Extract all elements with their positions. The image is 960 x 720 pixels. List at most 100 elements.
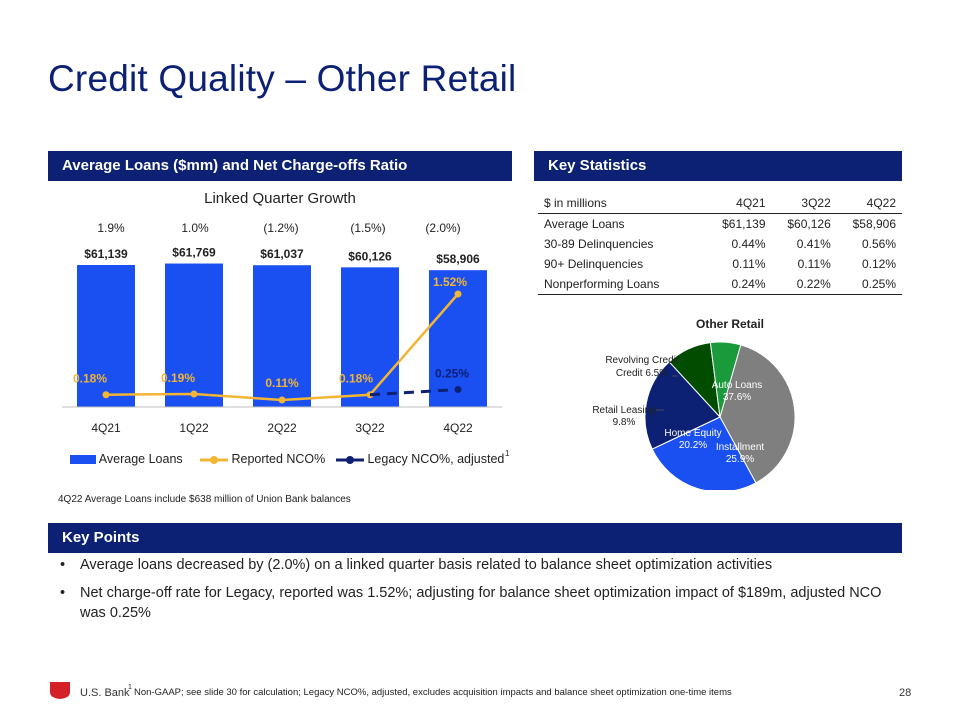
usbank-shield-icon	[50, 682, 70, 699]
legend-label: Legacy NCO%, adjusted	[367, 452, 505, 466]
pie-slice-label: Retail Leasing	[592, 405, 655, 416]
growth-label: 1.9%	[97, 221, 125, 235]
reported-nco-label: 1.52%	[433, 275, 467, 289]
x-tick-label: 2Q22	[267, 421, 297, 435]
table-cell: 0.22%	[771, 274, 837, 295]
reported-nco-label: 0.11%	[265, 376, 299, 390]
table-row: 90+ Delinquencies 0.11% 0.11% 0.12%	[538, 254, 902, 274]
growth-label: 1.0%	[181, 221, 209, 235]
table-row: 30-89 Delinquencies 0.44% 0.41% 0.56%	[538, 234, 902, 254]
table-cell: $58,906	[852, 217, 896, 231]
pie-slice	[719, 344, 796, 484]
table-cell: $61,139	[722, 217, 766, 231]
line-legacy-nco	[369, 387, 459, 397]
bar-value-label: $58,906	[436, 252, 480, 266]
row-label: 30-89 Delinquencies	[544, 237, 654, 251]
point-reported-nco	[454, 290, 462, 298]
bullet-icon: •	[60, 585, 66, 601]
legend-swatch	[70, 455, 96, 465]
pie-slice-value: Credit 6.5%	[616, 368, 668, 379]
x-tick-label: 4Q22	[443, 421, 473, 435]
bar-average-loans	[253, 265, 311, 407]
key-point-text: Net charge-off rate for Legacy, reported…	[80, 585, 882, 621]
table-cell: 0.25%	[836, 274, 902, 295]
table-cell: 0.11%	[797, 257, 831, 271]
table-cell: 0.12%	[861, 257, 896, 271]
pie-slice	[709, 341, 742, 418]
table-row: Nonperforming Loans 0.24% 0.22% 0.25%	[538, 274, 902, 295]
point-reported-nco	[190, 390, 198, 398]
legend-item-legacy-nco: Legacy NCO%, adjusted	[336, 452, 504, 466]
bar-average-loans	[165, 263, 223, 407]
key-point-text: Average loans decreased by (2.0%) on a l…	[80, 557, 773, 573]
key-point: • Net charge-off rate for Legacy, reporte…	[58, 583, 908, 623]
table-cell: 0.24%	[706, 274, 772, 295]
column-header: 4Q22	[836, 193, 902, 214]
legend-footnote-marker: 1	[505, 449, 510, 458]
pie-slice-label: Installment	[716, 442, 765, 453]
pie-slice-label: Auto Loans	[712, 380, 763, 391]
footnote: Non-GAAP; see slide 30 for calculation; …	[134, 687, 732, 698]
legend-item-average-loans: Average Loans	[70, 452, 183, 466]
legend-swatch	[336, 455, 364, 464]
pie-slice-value: 25.9%	[726, 454, 754, 465]
reported-nco-label: 0.18%	[339, 372, 373, 386]
bar-value-label: $61,769	[172, 246, 216, 260]
chart-note: 4Q22 Average Loans include $638 million …	[58, 494, 351, 505]
growth-label: (1.2%)	[263, 221, 299, 235]
pie-slice-label: Revolving Credit	[605, 355, 679, 366]
pie-slice	[644, 361, 721, 450]
page-number: 28	[899, 687, 912, 699]
point-reported-nco	[366, 391, 374, 399]
table-cell: 0.44%	[731, 237, 766, 251]
bar-value-label: $61,037	[260, 247, 304, 261]
table-header-row: $ in millions 4Q21 3Q22 4Q22	[538, 193, 902, 214]
table-cell: 0.11%	[732, 257, 766, 271]
key-points-list: • Average loans decreased by (2.0%) on a …	[58, 555, 908, 631]
point-reported-nco	[278, 396, 286, 404]
point-reported-nco	[102, 391, 110, 399]
bar-value-label: $61,139	[84, 247, 128, 261]
bullet-icon: •	[60, 557, 66, 573]
pie-slice-value: 37.6%	[723, 392, 751, 403]
bar-average-loans	[77, 264, 135, 407]
pie-slice-value: 9.8%	[613, 417, 636, 428]
x-tick-label: 4Q21	[91, 421, 121, 435]
column-header: 4Q21	[706, 193, 772, 214]
legend-swatch	[200, 455, 228, 464]
legend-label: Reported NCO%	[231, 452, 326, 466]
growth-label: (2.0%)	[425, 221, 461, 235]
row-label: Nonperforming Loans	[538, 274, 707, 295]
reported-nco-label: 0.19%	[161, 371, 195, 385]
pie-slice	[651, 416, 757, 490]
legacy-nco-label: 0.25%	[435, 366, 469, 380]
column-header: $ in millions	[538, 193, 707, 214]
table-cell: $60,126	[787, 217, 831, 231]
pie-slice-label: Home Equity	[664, 428, 721, 439]
column-header: 3Q22	[771, 193, 837, 214]
table-cell: 0.56%	[861, 237, 896, 251]
bar-average-loans	[341, 267, 399, 407]
legend-item-reported-nco: Reported NCO%	[200, 452, 325, 466]
table-row: Average Loans $61,139 $60,126 $58,906	[538, 214, 902, 235]
brand-name: U.S. Bank	[80, 687, 130, 699]
row-label: 90+ Delinquencies	[544, 257, 644, 271]
point-legacy-nco	[454, 385, 462, 393]
key-point: • Average loans decreased by (2.0%) on a …	[58, 555, 908, 575]
legend-label: Average Loans	[98, 452, 183, 466]
key-statistics-header: Key Statistics	[534, 151, 902, 181]
reported-nco-label: 0.18%	[73, 372, 107, 386]
footnote-marker: 1	[128, 684, 132, 691]
table-cell: 0.41%	[796, 237, 831, 251]
key-statistics-table: $ in millions 4Q21 3Q22 4Q22 Average Loa…	[538, 193, 902, 295]
pie-title: Other Retail	[696, 317, 764, 331]
x-tick-label: 3Q22	[355, 421, 385, 435]
pie-slice-value: 20.2%	[679, 440, 707, 451]
chart-subtitle: Linked Quarter Growth	[204, 190, 356, 207]
growth-label: (1.5%)	[350, 221, 386, 235]
loans-panel-header: Average Loans ($mm) and Net Charge-offs …	[48, 151, 512, 181]
loans-nco-chart: $61,139 4Q21 $61,769 1Q22 $61,037 2Q22 $60,126…	[62, 246, 502, 435]
x-tick-label: 1Q22	[179, 421, 209, 435]
row-label: Average Loans	[544, 217, 625, 231]
